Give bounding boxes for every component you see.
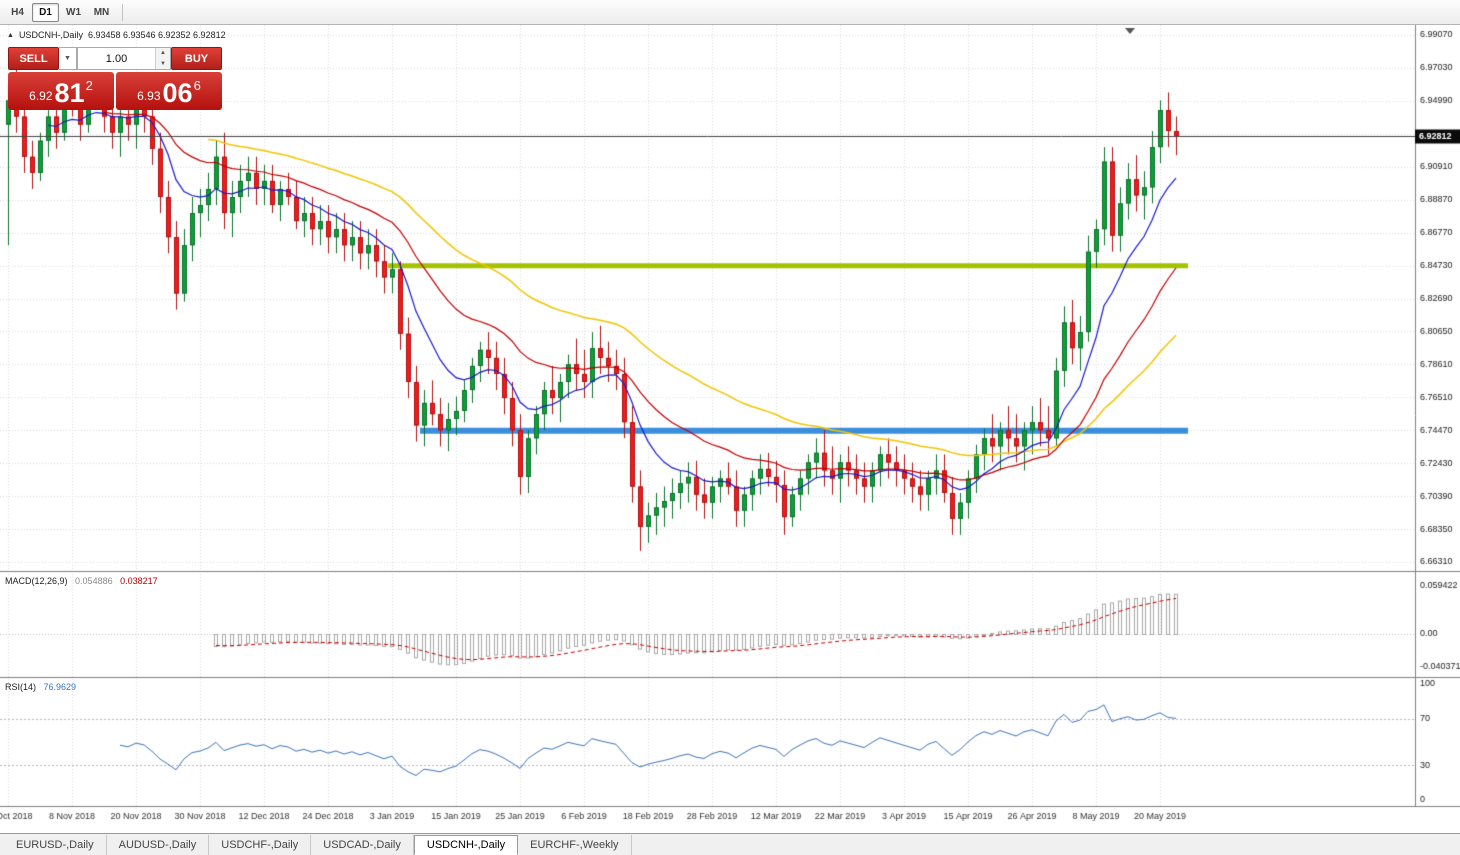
macd-signal-value: 0.038217 xyxy=(120,576,158,586)
volume-field-wrap: ▲ ▼ xyxy=(77,47,171,70)
chart-tab-usdchf--daily[interactable]: USDCHF-,Daily xyxy=(209,835,312,855)
one-click-trade-widget: SELL ▼ ▲ ▼ BUY 6.92 81 2 6.93 06 6 xyxy=(8,47,222,110)
volume-dropdown-button[interactable]: ▼ xyxy=(59,47,77,70)
sell-price-big: 81 xyxy=(54,78,85,108)
symbol-name: USDCNH-,Daily xyxy=(18,30,83,40)
toolbar-divider xyxy=(122,3,123,21)
rsi-value: 76.9629 xyxy=(43,682,77,692)
chart-tab-eurchf--weekly[interactable]: EURCHF-,Weekly xyxy=(518,835,632,855)
buy-price-pip: 6 xyxy=(193,78,201,93)
spinner-up-icon[interactable]: ▲ xyxy=(156,48,170,59)
chart-tab-usdcnh--daily[interactable]: USDCNH-,Daily xyxy=(413,835,519,855)
chart-tab-usdcad--daily[interactable]: USDCAD-,Daily xyxy=(311,835,414,855)
rsi-name: RSI(14) xyxy=(5,682,37,692)
symbol-ohlc-values: 6.93458 6.93546 6.92352 6.92812 xyxy=(87,30,226,40)
buy-button[interactable]: BUY xyxy=(171,47,222,70)
timeframe-button-h4[interactable]: H4 xyxy=(11,6,24,18)
sell-price-pip: 2 xyxy=(85,78,93,93)
sell-price-prefix: 6.92 xyxy=(29,89,53,103)
timeframe-button-d1[interactable]: D1 xyxy=(32,2,59,22)
chart-canvas[interactable] xyxy=(0,25,1460,833)
chart-tab-audusd--daily[interactable]: AUDUSD-,Daily xyxy=(107,835,210,855)
volume-spinner: ▲ ▼ xyxy=(155,48,170,69)
volume-input[interactable] xyxy=(78,48,155,69)
chart-tab-eurusd--daily[interactable]: EURUSD-,Daily xyxy=(4,835,107,855)
buy-price-box[interactable]: 6.93 06 6 xyxy=(116,72,222,110)
sell-button[interactable]: SELL xyxy=(8,47,59,70)
rsi-indicator-label: RSI(14) 76.9629 xyxy=(5,682,76,692)
timeframe-button-mn[interactable]: MN xyxy=(93,6,110,18)
timeframe-button-w1[interactable]: W1 xyxy=(66,6,81,18)
macd-indicator-label: MACD(12,26,9) 0.054886 0.038217 xyxy=(5,576,158,586)
timeframe-toolbar: H4 D1 W1 MN xyxy=(0,0,1460,25)
chevron-down-icon: ▼ xyxy=(64,55,71,62)
buy-price-prefix: 6.93 xyxy=(137,89,161,103)
symbol-info-line: ▲ USDCNH-,Daily 6.93458 6.93546 6.92352 … xyxy=(7,30,226,40)
chart-tab-bar: EURUSD-,Daily AUDUSD-,Daily USDCHF-,Daily U… xyxy=(0,833,1460,855)
sell-price-box[interactable]: 6.92 81 2 xyxy=(8,72,114,110)
buy-price-big: 06 xyxy=(162,78,193,108)
collapse-triangle-icon[interactable]: ▲ xyxy=(7,31,14,39)
macd-main-value: 0.054886 xyxy=(75,576,113,586)
macd-name: MACD(12,26,9) xyxy=(5,576,68,586)
spinner-down-icon[interactable]: ▼ xyxy=(156,58,170,69)
